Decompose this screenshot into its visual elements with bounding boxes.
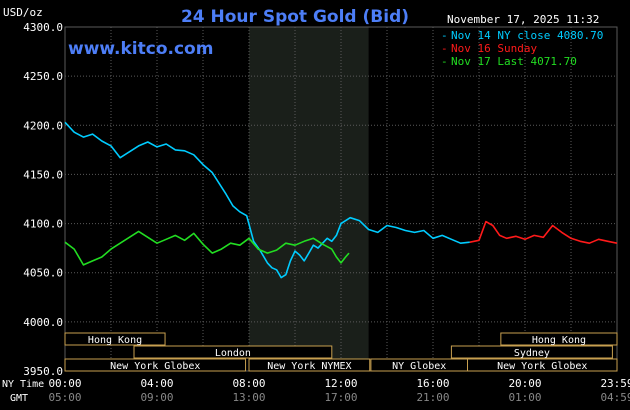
x-tick-label-ny: 08:00 bbox=[232, 377, 265, 390]
x-axis-label-gmt: GMT bbox=[10, 393, 28, 404]
y-axis-label: USD/oz bbox=[3, 6, 43, 19]
x-tick-label-gmt: 01:00 bbox=[508, 391, 541, 404]
market-session-label: Sydney bbox=[514, 348, 550, 359]
market-session-label: NY Globex bbox=[392, 361, 446, 372]
market-session-box bbox=[467, 358, 618, 372]
series-line-1 bbox=[64, 121, 470, 279]
market-session-label: Hong Kong bbox=[532, 335, 586, 346]
legend-marker: - bbox=[441, 29, 448, 42]
x-tick-label-ny: 00:00 bbox=[48, 377, 81, 390]
x-tick-label-ny: 04:00 bbox=[140, 377, 173, 390]
x-tick-label-ny: 23:59 bbox=[600, 377, 630, 390]
market-session-label: New York Globex bbox=[110, 361, 200, 372]
y-tick-label: 3950.0 bbox=[23, 365, 63, 378]
y-tick-label: 4300.0 bbox=[23, 21, 63, 34]
comex-session-shade bbox=[249, 27, 369, 371]
y-tick-label: 4100.0 bbox=[23, 218, 63, 231]
market-session-box bbox=[133, 345, 333, 359]
chart-date: November 17, 2025 11:32 bbox=[447, 13, 599, 26]
x-tick-label-gmt: 21:00 bbox=[416, 391, 449, 404]
x-tick-label-gmt: 13:00 bbox=[232, 391, 265, 404]
x-tick-label-gmt: 05:00 bbox=[48, 391, 81, 404]
market-session-label: New York NYMEX bbox=[267, 361, 351, 372]
x-tick-label-gmt: 04:59 bbox=[600, 391, 630, 404]
legend-entry: Nov 17 Last 4071.70 bbox=[451, 55, 577, 68]
y-tick-label: 4200.0 bbox=[23, 119, 63, 132]
legend-entry: Nov 16 Sunday bbox=[451, 42, 537, 55]
y-tick-label: 4150.0 bbox=[23, 168, 63, 181]
legend-marker: - bbox=[441, 55, 448, 68]
market-session-box bbox=[64, 358, 247, 372]
market-session-box bbox=[248, 358, 371, 372]
market-session-label: Hong Kong bbox=[88, 335, 142, 346]
x-tick-label-gmt: 17:00 bbox=[324, 391, 357, 404]
legend-marker: - bbox=[441, 42, 448, 55]
series-line-3 bbox=[64, 230, 350, 266]
series-line-2 bbox=[469, 220, 618, 244]
x-tick-label-ny: 12:00 bbox=[324, 377, 357, 390]
watermark-text: www.kitco.com bbox=[68, 39, 213, 59]
market-session-box bbox=[450, 345, 613, 359]
market-session-box bbox=[64, 332, 166, 346]
y-tick-label: 4000.0 bbox=[23, 316, 63, 329]
market-session-label: New York Globex bbox=[497, 361, 587, 372]
chart-legend: - Nov 14 NY close 4080.70- Nov 16 Sunday- N… bbox=[441, 29, 603, 68]
x-tick-label-gmt: 09:00 bbox=[140, 391, 173, 404]
y-tick-label: 4050.0 bbox=[23, 267, 63, 280]
market-session-label: London bbox=[215, 348, 251, 359]
y-tick-label: 4250.0 bbox=[23, 70, 63, 83]
x-tick-label-ny: 16:00 bbox=[416, 377, 449, 390]
legend-entry: Nov 14 NY close 4080.70 bbox=[451, 29, 603, 42]
market-session-box bbox=[500, 332, 618, 346]
chart-title: 24 Hour Spot Gold (Bid) bbox=[181, 7, 409, 27]
x-tick-label-ny: 20:00 bbox=[508, 377, 541, 390]
x-axis-label-ny: NY Time bbox=[2, 379, 44, 390]
